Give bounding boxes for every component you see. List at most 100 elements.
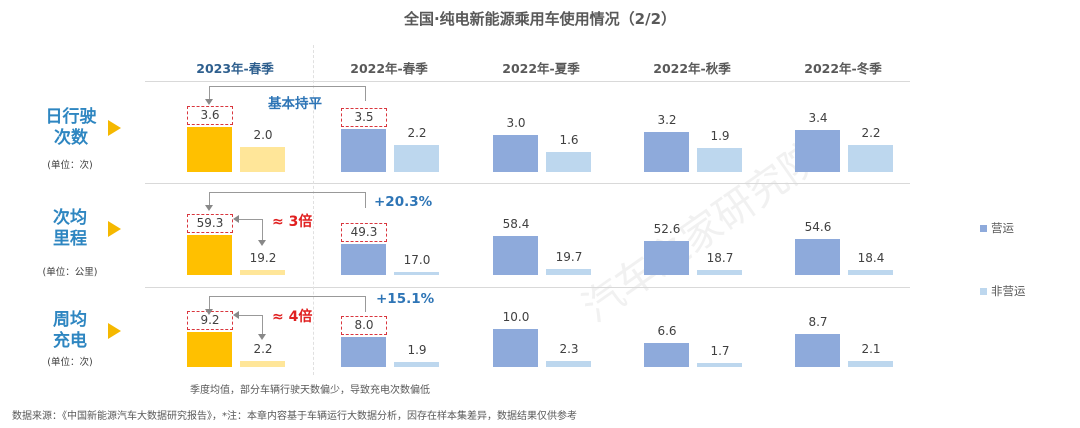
row-unit: (单位：次) (47, 160, 93, 171)
bar-non-operating (546, 360, 591, 367)
row-unit: (单位：次) (47, 357, 93, 368)
highlight-box (187, 106, 233, 126)
arrow-down-icon (205, 309, 213, 315)
compare-connector (209, 296, 366, 312)
highlight-box (341, 222, 387, 242)
row-label-daily-trips: 日行驶次数 (45, 107, 97, 148)
row-divider (145, 183, 910, 184)
bar-non-operating (697, 148, 742, 172)
bar-non-operating (394, 144, 439, 172)
bar-operating (341, 337, 386, 367)
bar-non-operating (546, 269, 591, 275)
column-header: 2022年-秋季 (653, 61, 731, 76)
arrow-down-icon (258, 240, 266, 246)
row-unit: (单位：公里) (42, 267, 98, 278)
bar-operating (187, 332, 232, 367)
arrow-down-icon (258, 334, 266, 340)
data-label: 54.6 (804, 220, 832, 235)
bar-non-operating (697, 270, 742, 275)
data-label: 59.3 (196, 216, 224, 231)
bar-non-operating (240, 147, 285, 172)
arrow-down-icon (205, 99, 213, 105)
bar-operating (644, 132, 689, 172)
triangle-pointer-icon (108, 120, 121, 136)
triangle-pointer-icon (108, 221, 121, 237)
row-label-trip-mileage: 次均里程 (53, 208, 87, 249)
data-label: 19.2 (249, 250, 277, 265)
arrow-down-icon (205, 205, 213, 211)
annotation-ratio: ≈ 3倍 (272, 214, 313, 230)
highlight-box (187, 214, 233, 234)
chart-title: 全国·纯电新能源乘用车使用情况（2/2） (403, 10, 677, 28)
data-label: 2.1 (861, 342, 881, 357)
footnote: 季度均值，部分车辆行驶天数偏少，导致充电次数偏低 (190, 385, 430, 396)
bar-operating (493, 235, 538, 275)
data-label: 1.7 (710, 344, 730, 359)
data-label: 3.2 (657, 113, 677, 128)
legend-label: 非营运 (991, 284, 1026, 298)
data-source: 数据来源：《中国新能源汽车大数据研究报告》，*注：本章内容基于车辆运行大数据分析… (12, 411, 577, 422)
bar-non-operating (697, 363, 742, 367)
data-label: 3.5 (354, 109, 374, 124)
bar-non-operating (546, 152, 591, 172)
bar-operating (493, 134, 538, 172)
highlight-box (341, 316, 387, 336)
data-label: 6.6 (657, 324, 677, 338)
bar-non-operating (394, 362, 439, 367)
header-divider (145, 81, 910, 82)
ratio-connector (238, 315, 263, 336)
data-label: 2.3 (559, 341, 579, 356)
column-header: 2022年-夏季 (502, 61, 580, 76)
bar-operating (644, 240, 689, 275)
bar-non-operating (848, 270, 893, 275)
arrow-left-icon (233, 215, 239, 223)
data-label: 18.4 (857, 251, 885, 266)
data-label: 1.9 (710, 129, 730, 144)
triangle-pointer-icon (108, 323, 121, 339)
row-label-weekly-charging: 周均充电 (53, 310, 87, 351)
annotation-flat: 基本持平 (268, 96, 322, 112)
row-divider (145, 287, 910, 288)
ratio-connector (238, 219, 263, 242)
arrow-left-icon (233, 311, 239, 319)
legend-label: 营运 (991, 221, 1014, 235)
current-period-divider (313, 45, 314, 375)
column-header: 2022年-冬季 (804, 61, 882, 76)
bar-non-operating (848, 361, 893, 367)
data-label: 18.7 (706, 251, 734, 266)
data-label: 9.2 (200, 313, 220, 328)
bar-operating (341, 128, 386, 172)
bar-operating (187, 127, 232, 172)
bar-operating (795, 129, 840, 172)
bar-non-operating (240, 269, 285, 275)
annotation-yoy-change: +20.3% (374, 194, 433, 210)
bar-operating (644, 343, 689, 367)
bar-operating (341, 243, 386, 275)
highlight-box (341, 107, 387, 127)
data-label: 58.4 (502, 216, 530, 231)
legend-swatch (980, 288, 987, 295)
annotation-yoy-change: +15.1% (376, 291, 435, 307)
legend-item-non-operating: 非营运 (980, 283, 1026, 299)
data-label: 8.0 (354, 318, 374, 333)
data-label: 2.2 (861, 125, 881, 140)
data-label: 52.6 (653, 221, 681, 236)
legend-swatch (980, 225, 987, 232)
bar-non-operating (848, 144, 893, 172)
data-label: 1.6 (559, 133, 579, 148)
data-label: 3.6 (200, 108, 220, 123)
data-label: 8.7 (808, 315, 828, 330)
bar-operating (187, 235, 232, 275)
compare-connector (209, 192, 366, 208)
data-label: 3.0 (506, 115, 526, 130)
legend-item-operating: 营运 (980, 220, 1014, 236)
data-label: 2.2 (407, 125, 427, 140)
column-header: 2022年-春季 (350, 61, 428, 76)
data-label: 10.0 (502, 310, 530, 325)
bar-operating (493, 329, 538, 367)
column-header: 2023年-春季 (196, 61, 274, 76)
bar-operating (795, 334, 840, 367)
data-label: 3.4 (808, 110, 828, 125)
data-label: 19.7 (555, 250, 583, 265)
